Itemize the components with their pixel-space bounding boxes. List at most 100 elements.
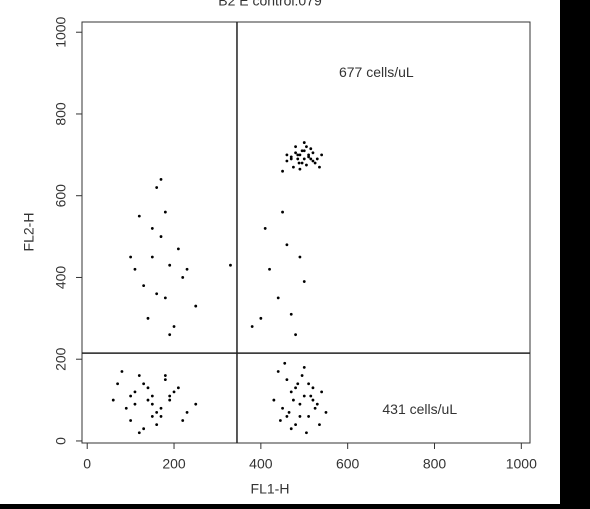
point xyxy=(296,382,300,386)
point xyxy=(163,374,167,377)
point xyxy=(133,390,137,394)
point xyxy=(176,247,180,251)
point xyxy=(302,141,306,144)
point xyxy=(281,210,284,214)
plot-frame xyxy=(81,21,531,444)
point xyxy=(163,378,167,382)
point xyxy=(142,284,146,288)
point xyxy=(155,423,159,427)
point xyxy=(315,402,319,406)
point xyxy=(194,304,198,308)
point xyxy=(133,267,137,271)
point xyxy=(146,398,150,402)
annotation: 677 cells/uL xyxy=(339,64,414,80)
point xyxy=(146,386,150,390)
point xyxy=(150,227,154,230)
y-tick-label: 200 xyxy=(53,347,69,371)
point xyxy=(324,410,328,414)
point xyxy=(298,402,302,406)
point xyxy=(285,415,289,418)
point xyxy=(185,267,189,271)
point xyxy=(294,333,297,337)
y-tick-label: 1000 xyxy=(53,16,69,47)
point xyxy=(289,312,293,316)
point xyxy=(229,263,232,267)
point xyxy=(307,382,311,386)
point xyxy=(315,157,319,161)
point xyxy=(111,398,115,402)
point xyxy=(116,382,119,386)
point xyxy=(137,374,141,377)
point xyxy=(289,157,293,161)
point xyxy=(168,394,172,398)
point xyxy=(318,423,321,427)
point xyxy=(289,427,293,431)
point xyxy=(155,410,159,414)
point xyxy=(296,153,300,157)
x-tick-label: 1000 xyxy=(506,456,537,472)
point xyxy=(163,296,167,300)
point xyxy=(172,390,176,394)
point xyxy=(159,177,163,181)
point xyxy=(309,157,313,161)
point xyxy=(181,419,185,422)
point xyxy=(272,398,276,402)
point xyxy=(294,386,297,390)
x-axis-label: FL1-H xyxy=(251,481,290,497)
y-tick-label: 600 xyxy=(53,184,69,208)
point xyxy=(281,169,284,173)
point xyxy=(142,382,146,386)
point xyxy=(300,374,304,377)
point xyxy=(305,163,308,167)
point xyxy=(150,255,154,259)
point xyxy=(298,153,302,157)
point xyxy=(294,423,297,427)
point xyxy=(285,153,289,157)
point xyxy=(276,370,280,373)
point xyxy=(311,151,315,155)
point xyxy=(129,419,133,422)
point xyxy=(276,296,280,300)
point xyxy=(124,406,128,410)
point xyxy=(285,378,289,382)
point xyxy=(300,149,304,153)
point xyxy=(305,431,308,435)
point xyxy=(287,410,291,414)
point xyxy=(302,365,306,369)
point xyxy=(159,235,163,238)
point xyxy=(250,325,254,328)
point xyxy=(168,398,172,402)
point xyxy=(320,390,324,394)
point xyxy=(168,333,172,337)
point xyxy=(292,165,295,169)
point xyxy=(300,161,304,165)
point xyxy=(159,415,163,418)
point xyxy=(137,214,141,218)
point xyxy=(302,157,306,161)
point xyxy=(150,402,154,406)
point xyxy=(155,292,159,296)
point xyxy=(133,402,137,406)
point xyxy=(309,147,313,151)
x-tick-label: 400 xyxy=(249,456,273,472)
point xyxy=(320,153,324,157)
point xyxy=(181,276,185,279)
chart-title: B2 E control.079 xyxy=(218,0,322,9)
point xyxy=(294,151,297,155)
y-tick-label: 400 xyxy=(53,266,69,290)
point xyxy=(176,386,180,390)
y-tick-label: 0 xyxy=(53,437,69,445)
point xyxy=(263,227,267,230)
annotation: 431 cells/uL xyxy=(382,401,457,417)
point xyxy=(302,149,306,153)
point xyxy=(150,394,154,398)
x-tick-label: 200 xyxy=(162,456,186,472)
point xyxy=(307,153,311,157)
point xyxy=(159,406,163,410)
point xyxy=(129,255,133,259)
point xyxy=(311,159,315,163)
point xyxy=(311,386,315,390)
point xyxy=(294,145,297,149)
point xyxy=(307,415,311,418)
